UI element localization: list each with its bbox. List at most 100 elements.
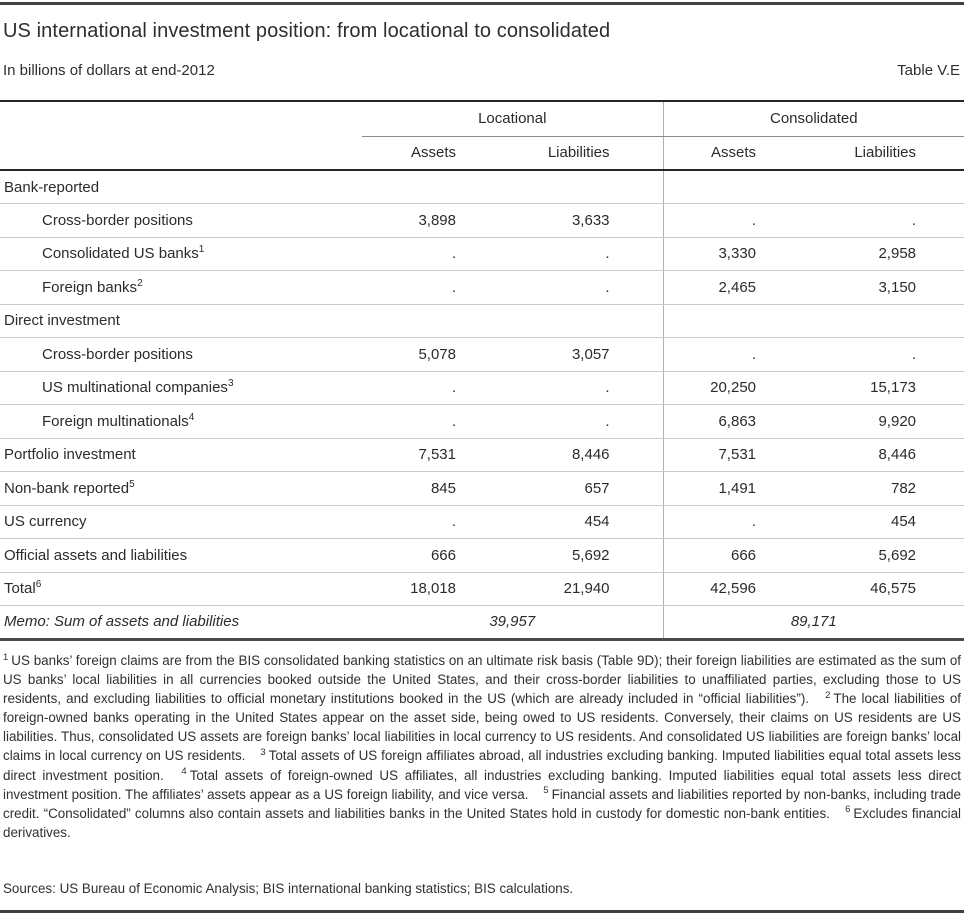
subtitle-row: In billions of dollars at end-2012 Table… — [3, 62, 960, 79]
cell-value: 5,692 — [762, 538, 964, 573]
cell-value: . — [362, 270, 462, 305]
group-header-locational: Locational — [362, 101, 664, 137]
cell-value — [762, 170, 964, 204]
footnote-marker: 1 — [198, 244, 205, 256]
row-label: Non-bank reported5 — [0, 471, 362, 506]
cell-value: . — [662, 203, 763, 238]
cell-value: 46,575 — [762, 572, 964, 606]
footnote-marker: 1 — [3, 651, 9, 663]
cell-value: 2,465 — [662, 270, 763, 305]
cell-value: . — [662, 505, 763, 539]
cell-value: 7,531 — [362, 438, 462, 472]
cell-value: 20,250 — [662, 371, 763, 405]
cell-value: 782 — [762, 471, 964, 506]
row-label: US currency — [0, 505, 362, 539]
table-row: Bank-reported — [0, 170, 964, 204]
cell-value: 18,018 — [362, 572, 462, 606]
cell-value — [662, 170, 763, 204]
cell-value: 3,150 — [762, 270, 964, 305]
table-row: US multinational companies3.. 20,250 15,17… — [0, 371, 964, 405]
cell-value — [662, 304, 763, 338]
cell-value: . — [362, 404, 462, 439]
cell-value — [362, 170, 462, 204]
cell-value: 3,898 — [362, 203, 462, 238]
cell-value — [762, 304, 964, 338]
footnote-marker: 6 — [845, 804, 851, 816]
cell-value: 845 — [362, 471, 462, 506]
cell-value: 666 — [662, 538, 763, 573]
col-header-consolidated-assets: Assets — [662, 136, 763, 171]
col-header-locational-assets: Assets — [362, 136, 462, 171]
cell-value: 5,692 — [462, 538, 664, 573]
cell-value: 8,446 — [462, 438, 664, 472]
table-row: Foreign banks2.. 2,465 3,150 — [0, 270, 964, 305]
column-header-row: Assets Liabilities Assets Liabilities — [0, 136, 964, 171]
table-row: Non-bank reported5 845 657 1,491 782 — [0, 471, 964, 506]
memo-value: 39,957 — [362, 605, 664, 641]
top-rule — [0, 2, 964, 5]
col-header-locational-liabilities: Liabilities — [462, 136, 664, 171]
sources: Sources: US Bureau of Economic Analysis;… — [3, 881, 574, 896]
table-row: US currency. 454. 454 — [0, 505, 964, 539]
footnote-marker: 2 — [825, 689, 831, 701]
row-label: Bank-reported — [0, 170, 362, 204]
cell-value: 5,078 — [362, 337, 462, 372]
footnote-marker: 6 — [35, 579, 42, 591]
cell-value: 3,330 — [662, 237, 763, 271]
row-label: Memo: Sum of assets and liabilities — [0, 605, 362, 641]
cell-value: . — [762, 337, 964, 372]
table-row: Cross-border positions 5,078 3,057.. — [0, 337, 964, 372]
memo-value: 89,171 — [662, 605, 964, 641]
table-row: Consolidated US banks1.. 3,330 2,958 — [0, 237, 964, 271]
row-label: Foreign banks2 — [0, 270, 362, 305]
cell-value: 454 — [462, 505, 664, 539]
table-row: Official assets and liabilities 666 5,692 6… — [0, 538, 964, 573]
label-column-header — [0, 136, 362, 171]
cell-value: 7,531 — [662, 438, 763, 472]
memo-row: Memo: Sum of assets and liabilities 39,95… — [0, 605, 964, 641]
row-label: Consolidated US banks1 — [0, 237, 362, 271]
cell-value: . — [462, 270, 664, 305]
table-row: Direct investment — [0, 304, 964, 338]
footnote-marker: 4 — [188, 411, 195, 423]
cell-value: . — [762, 203, 964, 238]
cell-value: 6,863 — [662, 404, 763, 439]
bottom-rule — [0, 910, 964, 913]
row-label: Cross-border positions — [0, 203, 362, 238]
cell-value: 8,446 — [762, 438, 964, 472]
table-number: Table V.E — [897, 62, 960, 79]
row-label: Direct investment — [0, 304, 362, 338]
page-title: US international investment position: fr… — [3, 20, 611, 42]
table-row: Total6 18,018 21,940 42,596 46,575 — [0, 572, 964, 606]
cell-value: 3,633 — [462, 203, 664, 238]
cell-value: 2,958 — [762, 237, 964, 271]
cell-value: 9,920 — [762, 404, 964, 439]
table-row: Cross-border positions 3,898 3,633.. — [0, 203, 964, 238]
cell-value — [462, 170, 664, 204]
row-label: US multinational companies3 — [0, 371, 362, 405]
cell-value: 666 — [362, 538, 462, 573]
cell-value — [462, 304, 664, 338]
footnote-marker: 3 — [227, 378, 234, 390]
cell-value: 3,057 — [462, 337, 664, 372]
cell-value: . — [462, 237, 664, 271]
cell-value: . — [362, 371, 462, 405]
cell-value: 454 — [762, 505, 964, 539]
footnote-marker: 5 — [129, 478, 135, 490]
table-row: Portfolio investment 7,531 8,446 7,531 8,446 — [0, 438, 964, 472]
cell-value: 15,173 — [762, 371, 964, 405]
cell-value: 21,940 — [462, 572, 664, 606]
cell-value: . — [462, 404, 664, 439]
row-label: Foreign multinationals4 — [0, 404, 362, 439]
cell-value: . — [362, 237, 462, 271]
cell-value: 42,596 — [662, 572, 763, 606]
label-column-header — [0, 101, 362, 136]
cell-value: . — [362, 505, 462, 539]
col-header-consolidated-liabilities: Liabilities — [762, 136, 964, 171]
footnote-marker: 4 — [181, 766, 187, 778]
footnote-marker: 3 — [260, 747, 266, 758]
group-header-consolidated: Consolidated — [662, 101, 964, 137]
group-header-row: Locational Consolidated — [0, 101, 964, 137]
row-label: Official assets and liabilities — [0, 538, 362, 573]
iip-table: Locational Consolidated Assets Liabiliti… — [0, 100, 964, 641]
